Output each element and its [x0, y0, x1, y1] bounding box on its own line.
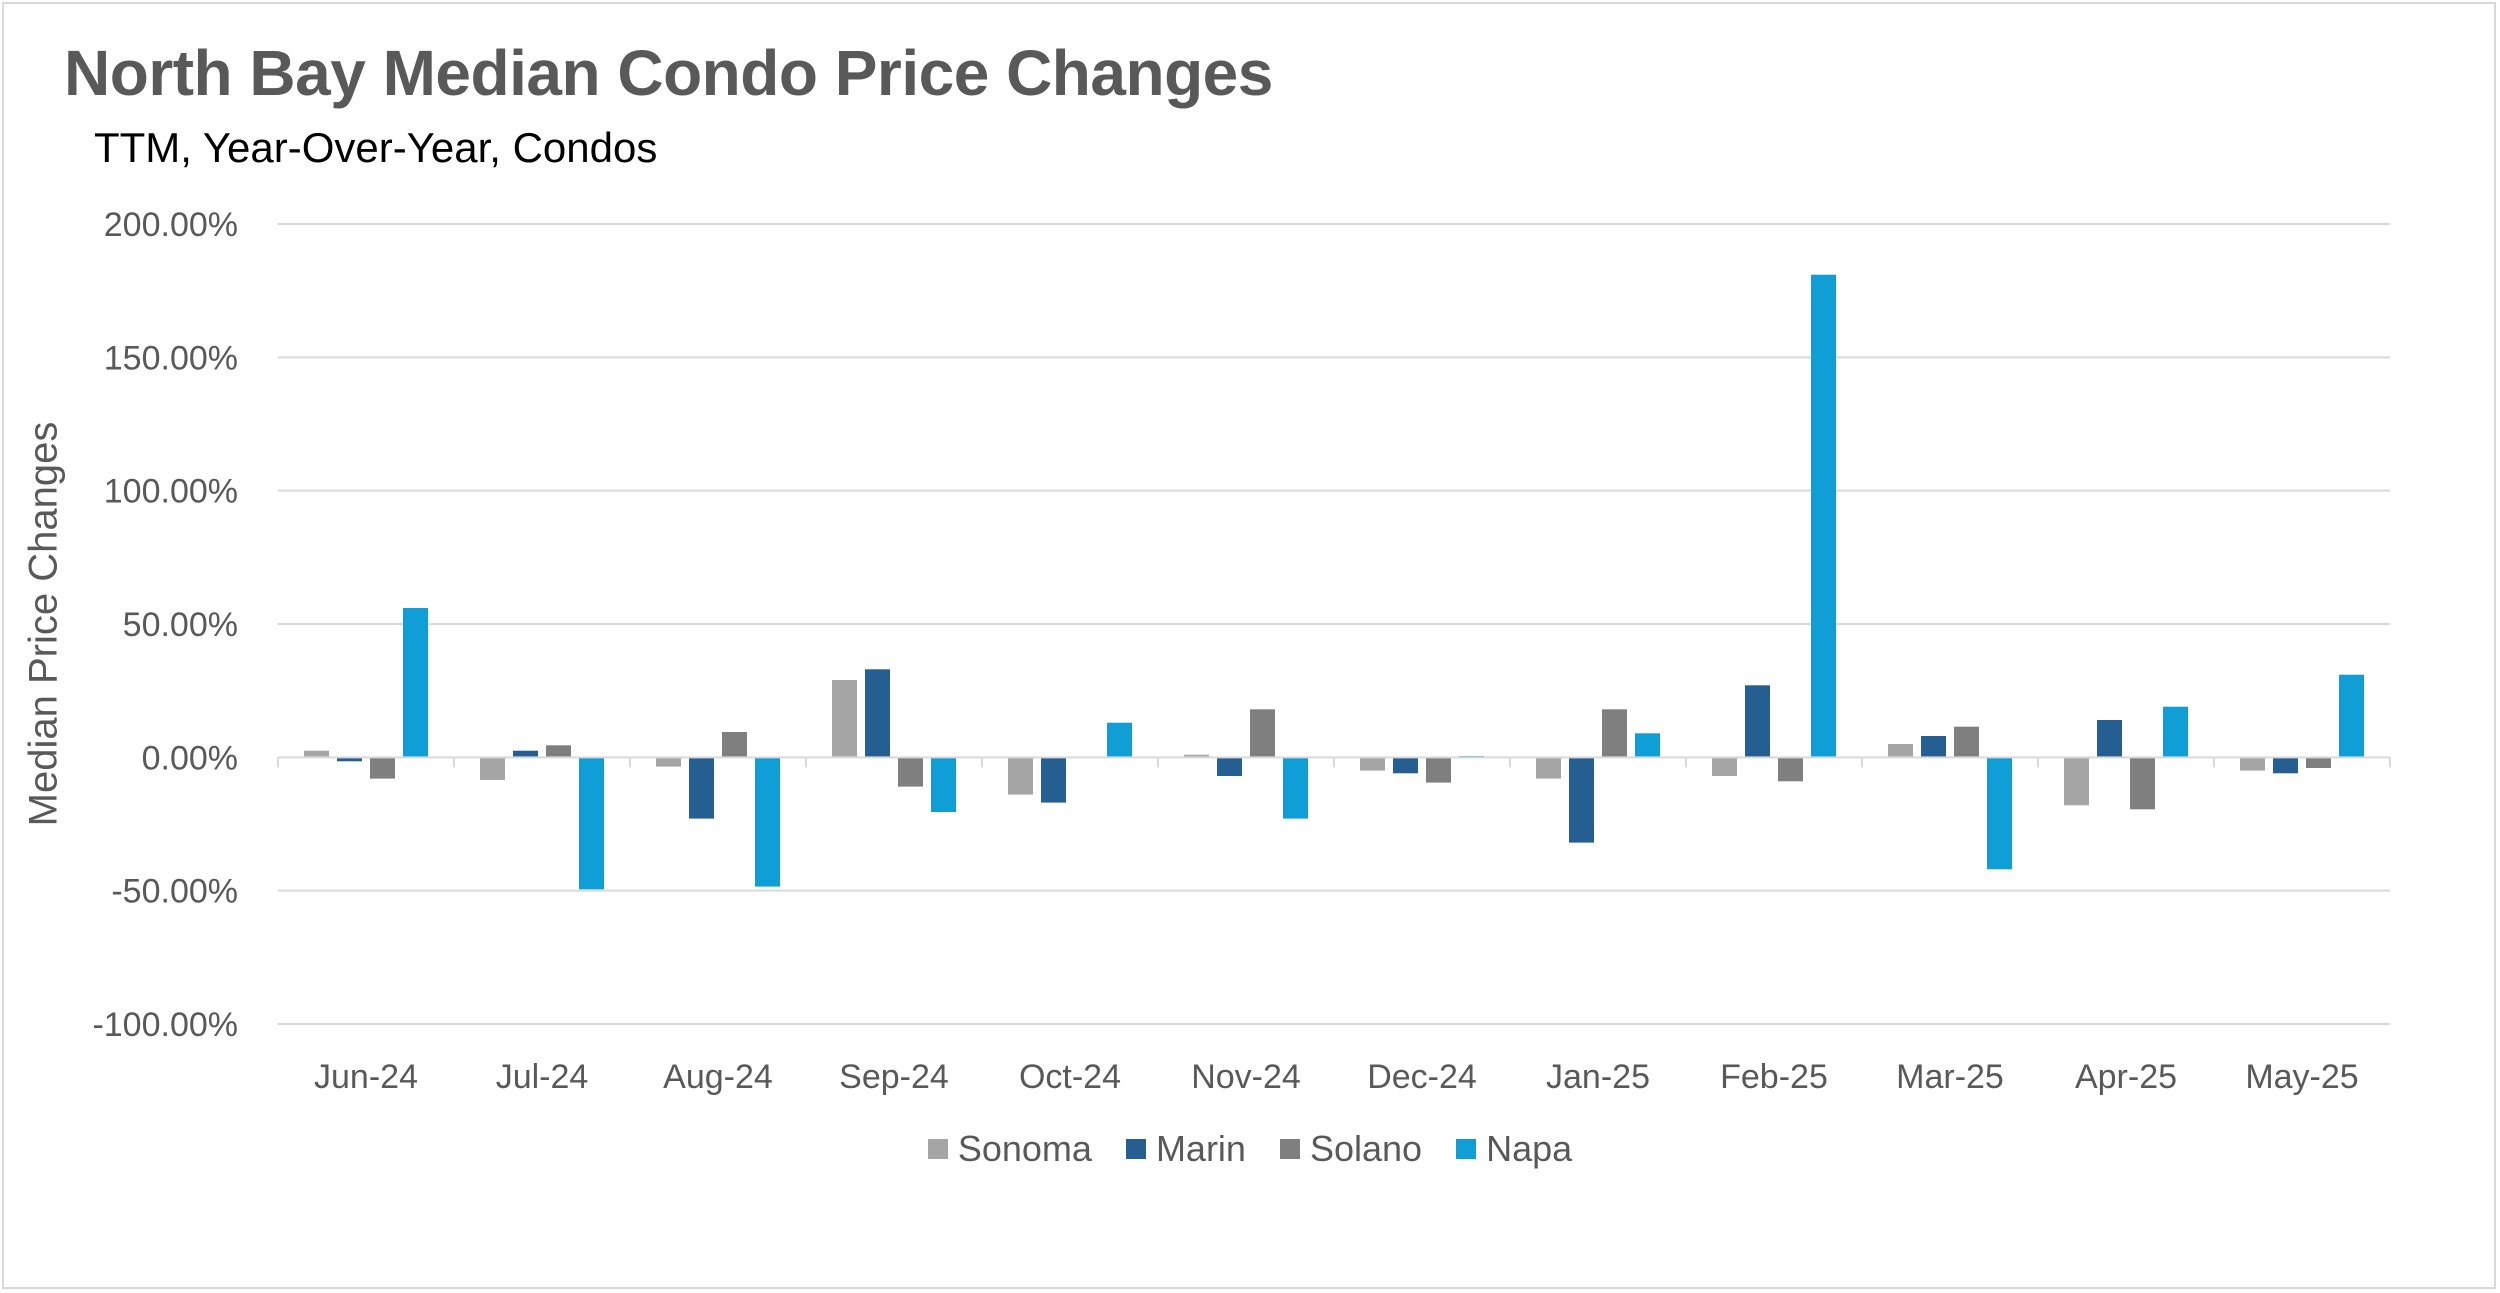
- bar-sonoma-apr-25: [2064, 757, 2089, 806]
- legend-swatch: [1456, 1139, 1477, 1159]
- bar-sonoma-jan-25: [1536, 757, 1561, 779]
- bar-marks: [304, 274, 2364, 890]
- bar-solano-mar-25: [1954, 726, 1979, 758]
- x-tick-label: Nov-24: [1191, 1058, 1301, 1096]
- bar-marin-aug-24: [689, 757, 714, 819]
- legend-item-marin: Marin: [1125, 1128, 1246, 1170]
- x-tick-label: Oct-24: [1019, 1058, 1121, 1096]
- chart-subtitle: TTM, Year-Over-Year, Condos: [94, 124, 658, 171]
- y-tick-label: 200.00%: [104, 206, 238, 244]
- legend-label: Solano: [1309, 1128, 1423, 1169]
- bar-napa-sep-24: [931, 757, 956, 812]
- x-tick-label: May-25: [2245, 1058, 2358, 1096]
- bar-marin-mar-25: [1921, 736, 1946, 758]
- bar-sonoma-mar-25: [1888, 744, 1913, 758]
- x-tick-label: Sep-24: [839, 1058, 949, 1096]
- bar-marin-dec-24: [1393, 757, 1418, 774]
- x-tick-label: Jan-25: [1546, 1058, 1650, 1096]
- x-tick-label: Feb-25: [1720, 1058, 1828, 1096]
- bar-napa-oct-24: [1107, 722, 1132, 758]
- legend-item-napa: Napa: [1456, 1128, 1572, 1170]
- bar-solano-jan-25: [1602, 709, 1627, 758]
- x-tick-label: Aug-24: [663, 1058, 773, 1096]
- legend-label: Sonoma: [957, 1128, 1092, 1169]
- bar-solano-feb-25: [1778, 757, 1803, 782]
- legend-item-solano: Solano: [1279, 1128, 1423, 1170]
- bar-sonoma-sep-24: [832, 680, 857, 758]
- bar-napa-may-25: [2339, 674, 2364, 758]
- legend-label: Marin: [1155, 1128, 1246, 1169]
- legend-label: Napa: [1486, 1128, 1573, 1169]
- y-tick-label: 150.00%: [104, 339, 238, 377]
- legend: Sonoma Marin Solano Napa: [0, 1128, 2500, 1170]
- grid-lines: [278, 223, 2390, 1025]
- bar-marin-oct-24: [1041, 757, 1066, 803]
- bar-napa-mar-25: [1987, 757, 2012, 870]
- y-tick-labels: 200.00% 150.00% 100.00% 50.00% 0.00% -50.00% -…: [92, 206, 238, 1044]
- x-axis: [277, 756, 2391, 768]
- bar-sonoma-nov-24: [1184, 754, 1209, 758]
- legend-swatch: [1125, 1139, 1146, 1159]
- bar-marin-apr-25: [2097, 720, 2122, 758]
- bar-sonoma-aug-24: [656, 757, 681, 767]
- bar-napa-nov-24: [1283, 757, 1308, 819]
- y-tick-label: 50.00%: [123, 606, 238, 644]
- bar-napa-jan-25: [1635, 733, 1660, 758]
- bar-napa-jul-24: [579, 757, 604, 890]
- x-tick-label: Apr-25: [2075, 1058, 2177, 1096]
- bar-sonoma-jul-24: [480, 757, 505, 780]
- bar-sonoma-oct-24: [1008, 757, 1033, 795]
- bar-solano-sep-24: [898, 757, 923, 787]
- bar-marin-jun-24: [337, 757, 362, 762]
- x-tick-labels: Jun-24 Jul-24 Aug-24 Sep-24 Oct-24 Nov-24 Dec-…: [314, 1058, 2359, 1096]
- bar-sonoma-may-25: [2240, 757, 2265, 771]
- y-tick-label: -50.00%: [111, 873, 238, 911]
- bar-sonoma-dec-24: [1360, 757, 1385, 771]
- bar-solano-may-25: [2306, 757, 2331, 768]
- bar-marin-may-25: [2273, 757, 2298, 774]
- bar-marin-sep-24: [865, 669, 890, 758]
- bar-solano-nov-24: [1250, 709, 1275, 758]
- bar-napa-feb-25: [1811, 274, 1836, 758]
- x-tick-label: Jul-24: [496, 1058, 589, 1096]
- bar-solano-apr-25: [2130, 757, 2155, 810]
- chart-title: North Bay Median Condo Price Changes: [64, 37, 1273, 109]
- bar-solano-jul-24: [546, 745, 571, 758]
- legend-swatch: [927, 1139, 948, 1159]
- bar-marin-nov-24: [1217, 757, 1242, 776]
- bar-sonoma-jun-24: [304, 750, 329, 758]
- legend-item-sonoma: Sonoma: [927, 1128, 1092, 1170]
- bar-solano-dec-24: [1426, 757, 1451, 783]
- bar-sonoma-feb-25: [1712, 757, 1737, 776]
- bar-napa-apr-25: [2163, 706, 2188, 758]
- bar-marin-jul-24: [513, 750, 538, 758]
- y-tick-label: 0.00%: [142, 739, 238, 777]
- bar-napa-aug-24: [755, 757, 780, 887]
- bar-napa-jun-24: [403, 608, 428, 758]
- bar-solano-jun-24: [370, 757, 395, 779]
- legend-swatch: [1279, 1139, 1300, 1159]
- y-tick-label: -100.00%: [92, 1006, 238, 1044]
- x-tick-label: Jun-24: [314, 1058, 418, 1096]
- x-tick-label: Dec-24: [1367, 1058, 1477, 1096]
- x-tick-label: Mar-25: [1896, 1058, 2004, 1096]
- bar-solano-aug-24: [722, 732, 747, 758]
- bar-marin-feb-25: [1745, 685, 1770, 758]
- bar-marin-jan-25: [1569, 757, 1594, 843]
- y-tick-label: 100.00%: [104, 473, 238, 511]
